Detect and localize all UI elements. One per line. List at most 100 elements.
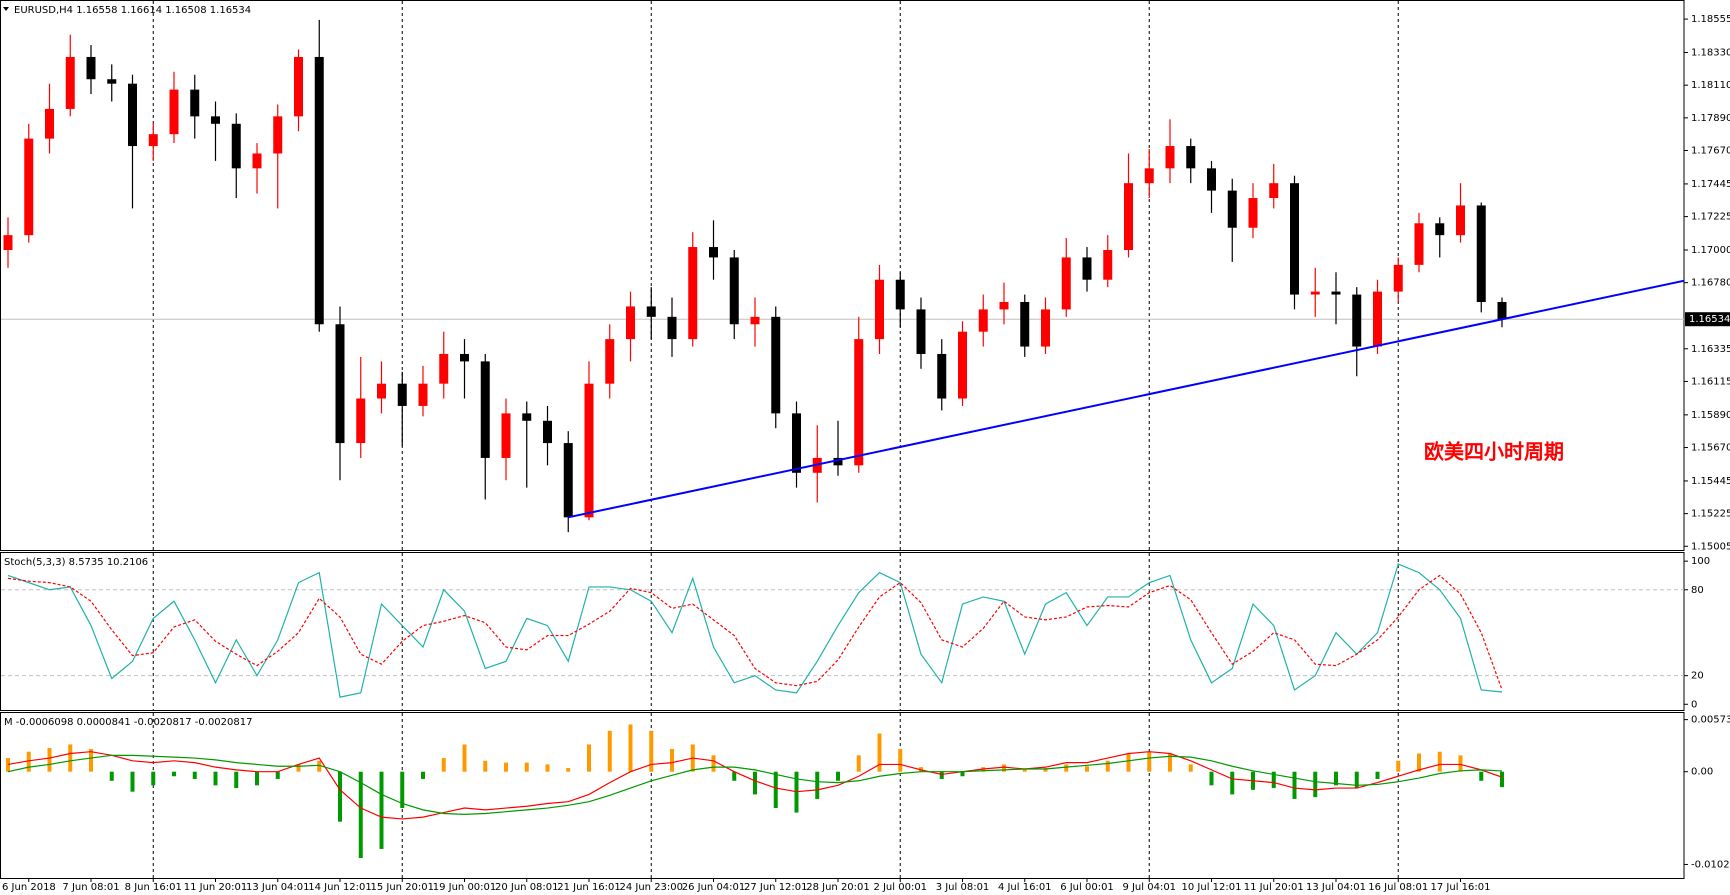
candle-body (833, 457, 843, 466)
x-tick-label: 13 Jun 04:01 (246, 882, 310, 893)
panel-title: Stoch(5,3,3) 8.5735 10.2106 (4, 557, 148, 568)
histogram-bar (607, 730, 612, 772)
histogram-bar (483, 760, 488, 772)
candle-body (418, 383, 428, 406)
histogram-bar (1105, 760, 1110, 772)
histogram-bar (172, 771, 176, 777)
candle-body (1227, 190, 1237, 228)
x-tick-label: 9 Jul 04:01 (1122, 882, 1176, 893)
histogram-bar (960, 771, 965, 777)
histogram-bar (317, 760, 322, 772)
candle-body (460, 353, 469, 362)
y-tick-label: -0.01021 (1691, 859, 1730, 870)
candle-body (1269, 183, 1279, 199)
candle-body (231, 123, 241, 169)
x-tick-label: 6 Jul 00:01 (1060, 882, 1114, 893)
histogram-bar (1292, 771, 1297, 799)
histogram-bar (1396, 760, 1401, 772)
candle-body (190, 89, 200, 117)
histogram-bar (89, 748, 93, 772)
histogram-bar (1479, 771, 1484, 781)
histogram-bar (1334, 771, 1338, 786)
candle-body (501, 413, 511, 458)
x-tick-label: 2 Jul 00:01 (873, 882, 927, 893)
candle-body (1476, 205, 1486, 302)
candle-body (24, 138, 34, 236)
y-tick-label: 0.005732 (1691, 715, 1730, 726)
histogram-bar (545, 764, 550, 772)
histogram-bar (421, 771, 425, 779)
candle-body (211, 116, 220, 124)
indicator-line (7, 751, 1503, 820)
candle-body (605, 339, 615, 384)
histogram-bar (26, 751, 31, 772)
candle-body (1103, 250, 1113, 280)
indicator-line (7, 574, 1503, 690)
histogram-bar (1437, 751, 1442, 772)
histogram-bar (566, 768, 571, 772)
panel-title: EURUSD,H4 1.16558 1.16614 1.16508 1.1653… (14, 5, 251, 16)
histogram-bar (1043, 768, 1048, 772)
x-tick-label: 7 Jun 08:01 (62, 882, 119, 893)
histogram-bar (670, 748, 674, 772)
histogram-bar (898, 748, 903, 772)
histogram-bar (130, 771, 135, 792)
candle-body (667, 316, 677, 340)
y-tick-label: 1.15225 (1691, 509, 1730, 520)
candle-body (1041, 309, 1050, 347)
histogram-bar (379, 771, 384, 849)
histogram-bar (338, 771, 342, 822)
y-tick-label: 100 (1691, 556, 1710, 567)
histogram-bar (1126, 753, 1131, 772)
candle-body (86, 56, 96, 80)
y-tick-label: 1.15445 (1691, 476, 1730, 487)
candle-body (1144, 168, 1154, 184)
candle-body (792, 413, 801, 473)
y-tick-label: 1.15005 (1691, 541, 1730, 552)
y-tick-label: 1.17225 (1691, 212, 1730, 223)
histogram-bar (296, 764, 301, 772)
candle-body (729, 257, 739, 325)
panel-frame (0, 0, 1685, 551)
candle-body (439, 353, 449, 384)
candle-body (958, 331, 967, 399)
candle-body (584, 383, 594, 518)
candle-body (1082, 257, 1092, 280)
histogram-bar (524, 762, 529, 772)
candle-body (1497, 301, 1507, 320)
menu-arrow (3, 7, 9, 11)
candle-body (688, 247, 698, 340)
histogram-bar (1271, 771, 1276, 789)
histogram-bar (856, 755, 861, 772)
candle-body (978, 309, 988, 332)
y-tick-label: 0.00 (1691, 767, 1713, 778)
x-tick-label: 10 Jul 12:01 (1182, 882, 1242, 893)
candle-body (3, 235, 13, 251)
indicator-line (7, 754, 1503, 815)
x-tick-label: 3 Jul 08:01 (936, 882, 990, 893)
histogram-bar (877, 733, 882, 772)
x-tick-label: 11 Jul 20:01 (1244, 882, 1304, 893)
candle-body (1248, 198, 1258, 228)
histogram-bar (6, 758, 10, 772)
y-tick-label: 1.15670 (1691, 443, 1730, 454)
annotation: 欧美四小时周期 (1424, 440, 1564, 464)
candle-body (1020, 301, 1030, 347)
trendline (568, 279, 1684, 519)
histogram-bar (1500, 771, 1504, 788)
candle-body (1393, 264, 1403, 292)
candle-body (480, 361, 490, 458)
candle-body (356, 398, 366, 444)
x-tick-label: 24 Jun 23:00 (619, 882, 683, 893)
histogram-bar (68, 744, 73, 772)
histogram-bar (773, 771, 778, 809)
candle-body (999, 301, 1009, 310)
histogram-bar (400, 771, 405, 809)
candle-body (1352, 294, 1362, 347)
y-tick-label: 1.17670 (1691, 146, 1730, 157)
candle-body (1414, 223, 1424, 265)
y-tick-label: 1.18110 (1691, 80, 1730, 91)
x-tick-label: 8 Jun 16:01 (125, 882, 182, 893)
y-tick-label: 1.16115 (1691, 376, 1730, 387)
